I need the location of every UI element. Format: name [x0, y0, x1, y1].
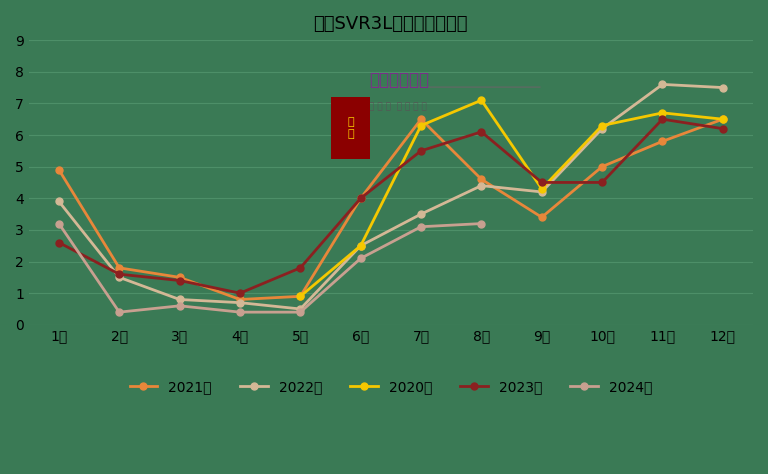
2021年	[416, 116, 425, 122]
2022年	[598, 126, 607, 131]
2023年	[537, 180, 546, 185]
2020年	[356, 243, 366, 248]
2023年	[658, 116, 667, 122]
Line: 2022年: 2022年	[55, 81, 727, 312]
2024年	[416, 224, 425, 229]
2021年	[356, 195, 366, 201]
2022年	[55, 199, 64, 204]
2021年	[658, 138, 667, 144]
2022年	[235, 300, 244, 306]
2022年	[175, 297, 184, 302]
2022年	[477, 183, 486, 189]
Line: 2020年: 2020年	[297, 97, 727, 300]
2024年	[55, 221, 64, 227]
Text: 紫
金: 紫 金	[347, 117, 354, 139]
2020年	[598, 123, 607, 128]
2023年	[175, 278, 184, 283]
2023年	[356, 195, 366, 201]
2024年	[114, 310, 124, 315]
2022年	[114, 274, 124, 280]
2023年	[55, 240, 64, 246]
2022年	[416, 211, 425, 217]
2022年	[296, 306, 305, 312]
2023年	[718, 126, 727, 131]
2023年	[296, 265, 305, 271]
2020年	[718, 116, 727, 122]
Line: 2024年: 2024年	[55, 220, 485, 316]
Title: 越南SVR3L出口量（万吨）: 越南SVR3L出口量（万吨）	[313, 15, 468, 33]
2021年	[598, 164, 607, 170]
2022年	[356, 243, 366, 248]
2021年	[296, 293, 305, 299]
Line: 2021年: 2021年	[55, 116, 727, 303]
2021年	[235, 297, 244, 302]
Text: 紫金天风期货: 紫金天风期货	[369, 72, 429, 90]
2021年	[55, 167, 64, 173]
2020年	[296, 293, 305, 299]
2023年	[477, 129, 486, 135]
2024年	[477, 221, 486, 227]
2024年	[235, 310, 244, 315]
2021年	[477, 176, 486, 182]
2020年	[477, 97, 486, 103]
2020年	[537, 186, 546, 191]
Text: 农 产 品  研 究 报 告: 农 产 品 研 究 报 告	[369, 103, 427, 112]
2020年	[416, 123, 425, 128]
2021年	[718, 116, 727, 122]
2024年	[296, 310, 305, 315]
2021年	[537, 214, 546, 220]
2022年	[718, 85, 727, 91]
2020年	[658, 110, 667, 116]
2024年	[175, 303, 184, 309]
2023年	[114, 271, 124, 277]
2023年	[416, 148, 425, 154]
Legend: 2021年, 2022年, 2020年, 2023年, 2024年: 2021年, 2022年, 2020年, 2023年, 2024年	[124, 374, 657, 400]
2023年	[598, 180, 607, 185]
2021年	[175, 274, 184, 280]
2024年	[356, 255, 366, 261]
2022年	[658, 82, 667, 87]
2022年	[537, 189, 546, 195]
2023年	[235, 290, 244, 296]
2021年	[114, 265, 124, 271]
Line: 2023年: 2023年	[55, 116, 727, 297]
